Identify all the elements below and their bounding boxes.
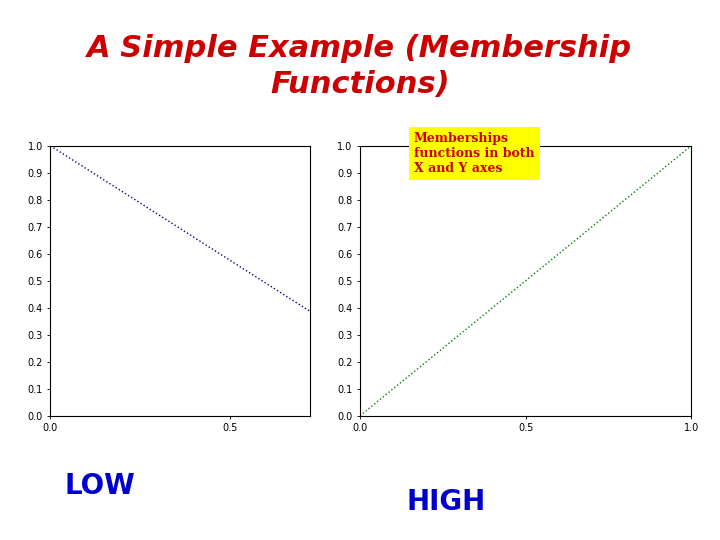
- Text: Memberships
functions in both
X and Y axes: Memberships functions in both X and Y ax…: [414, 132, 535, 176]
- Text: LOW: LOW: [65, 472, 135, 500]
- Text: HIGH: HIGH: [407, 488, 486, 516]
- Text: A Simple Example (Membership
Functions): A Simple Example (Membership Functions): [87, 33, 633, 99]
